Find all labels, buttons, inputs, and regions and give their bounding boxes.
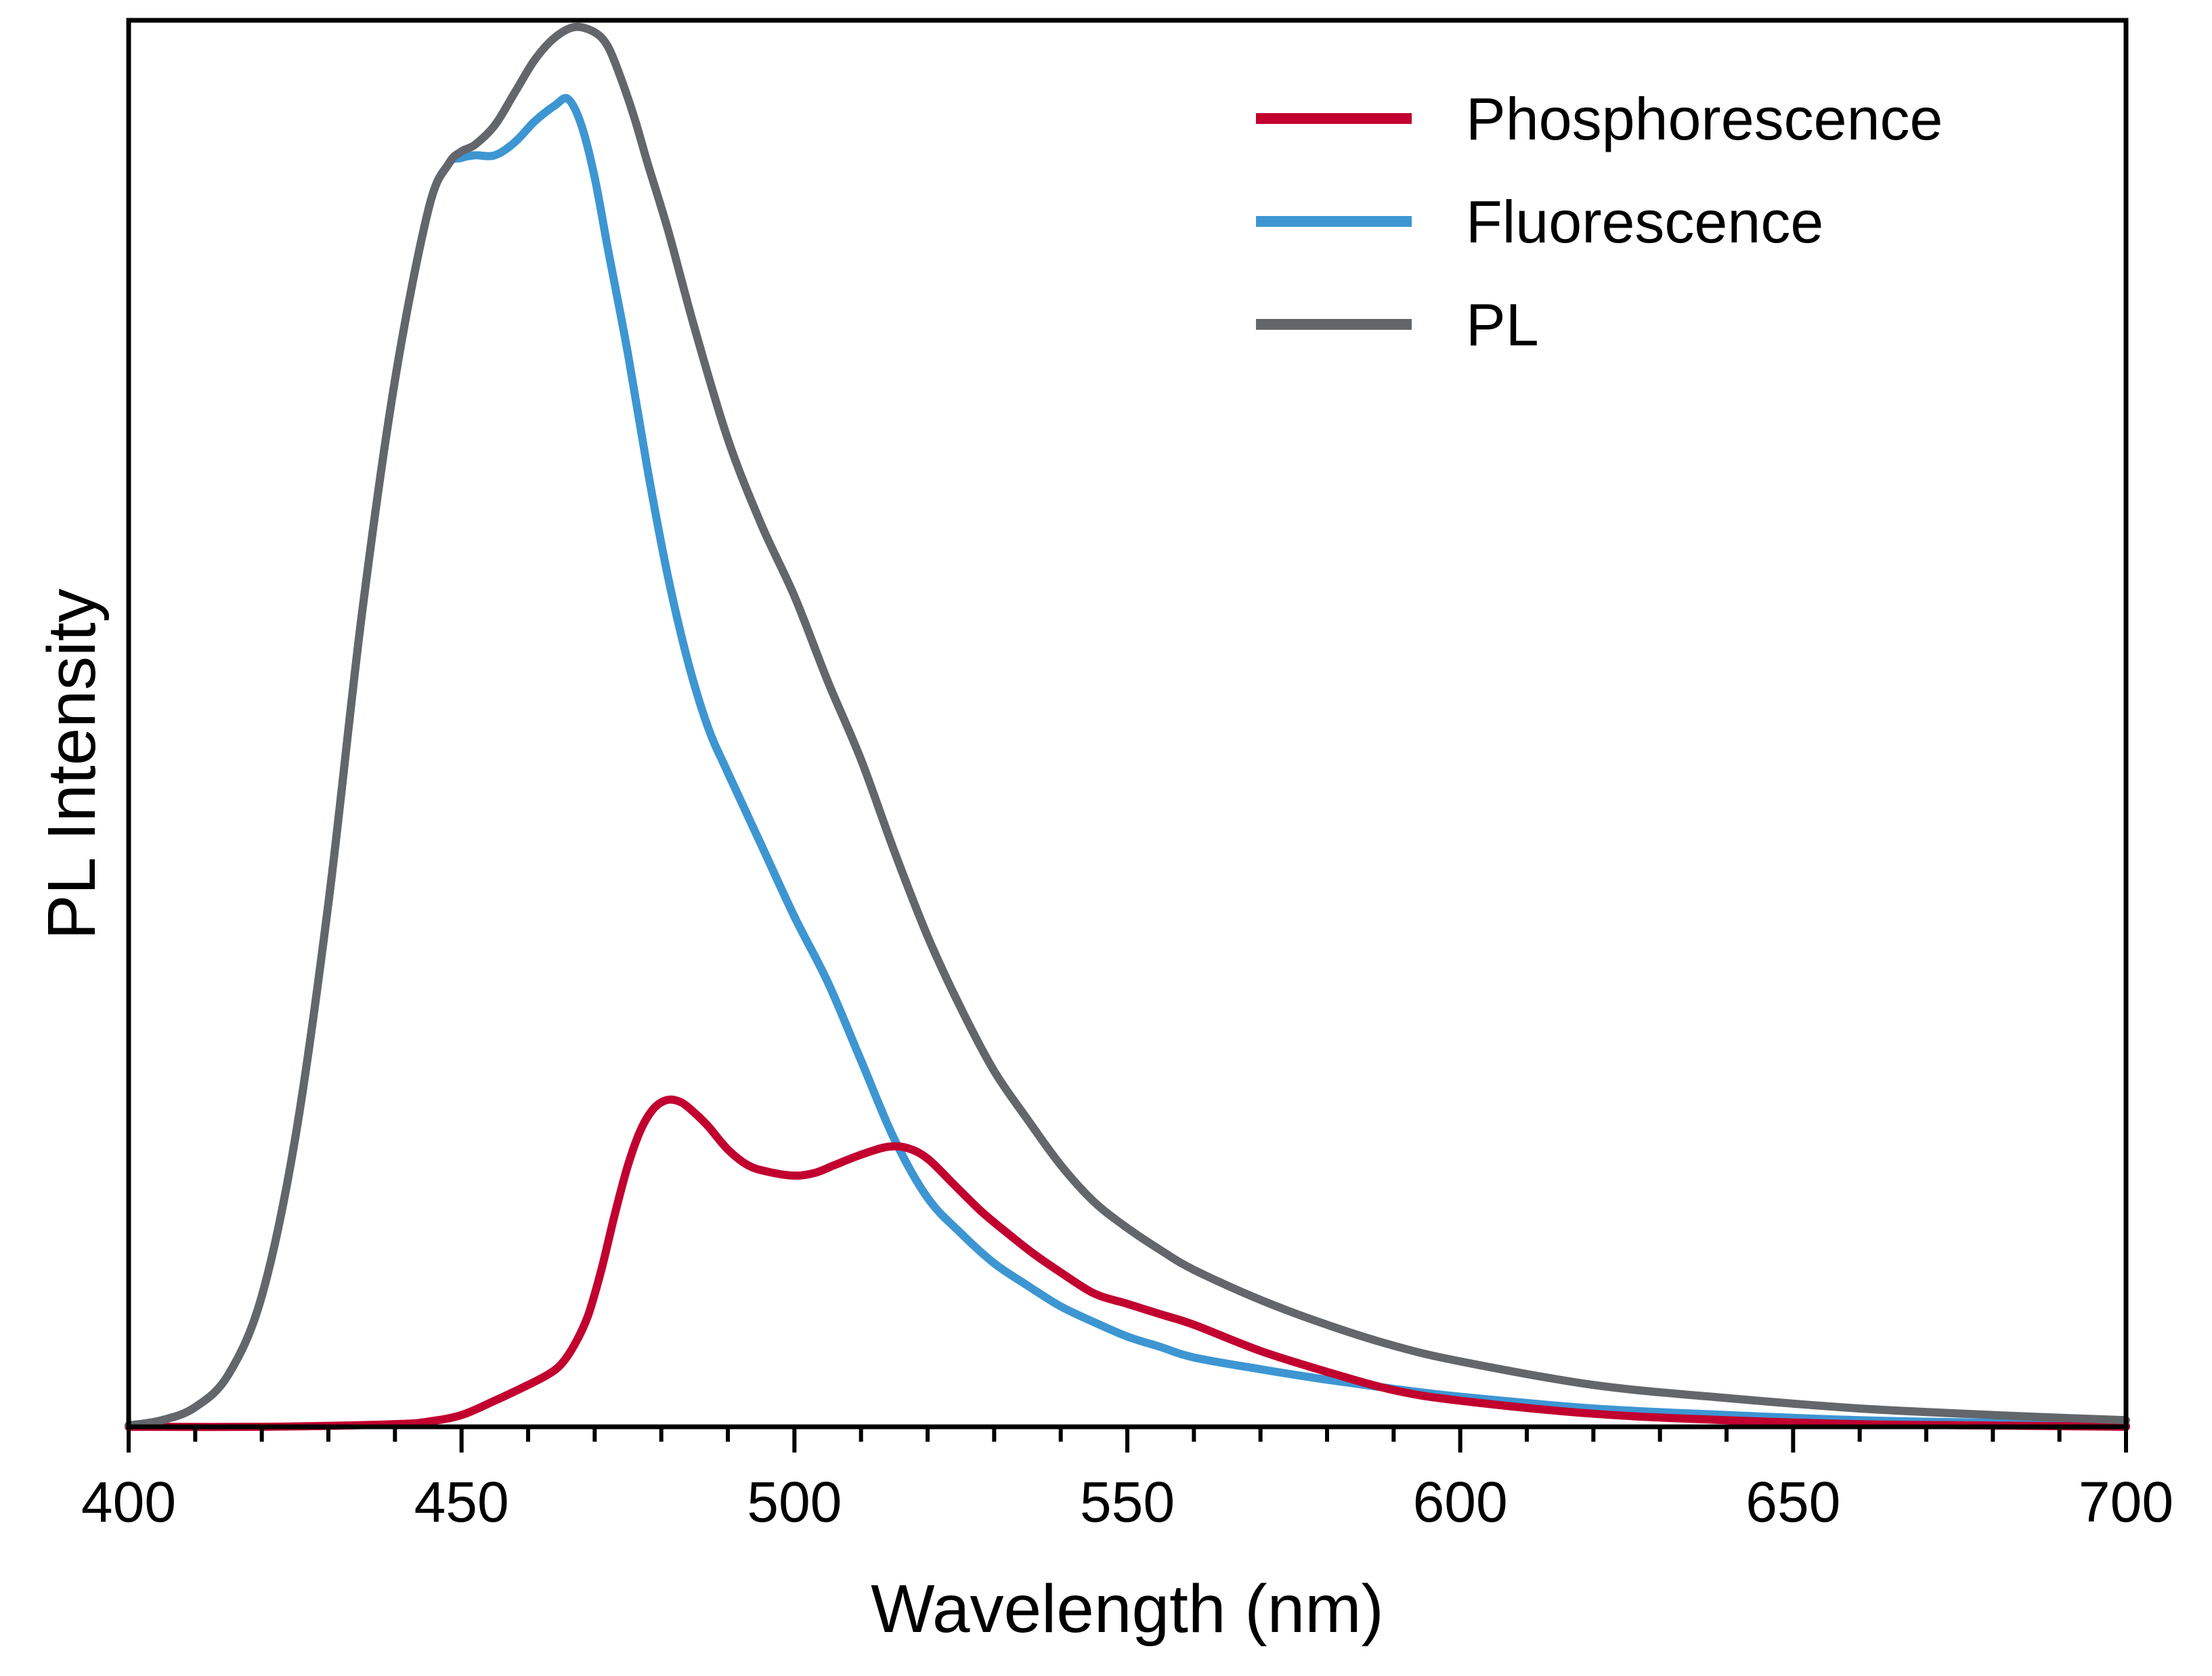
series-line-pl (125, 22, 2130, 1430)
x-axis-title: Wavelength (nm) (871, 1571, 1384, 1647)
legend-label-pl: PL (1466, 291, 1539, 358)
plot-frame (126, 18, 2129, 1430)
x-tick-label: 500 (747, 1470, 842, 1534)
legend-label-phosphorescence: Phosphorescence (1466, 85, 1943, 152)
legend-label-fluorescence: Fluorescence (1466, 188, 1823, 255)
y-axis-title: PL Intensity (34, 588, 110, 940)
legend: Phosphorescence Fluorescence PL (1256, 85, 1943, 358)
x-tick-label: 650 (1745, 1470, 1840, 1534)
x-axis-ticks: 400 450 500 550 600 650 700 (81, 1427, 2173, 1534)
series-line-phosphorescence (125, 1095, 2130, 1432)
x-tick-label: 400 (81, 1470, 176, 1534)
series-lines (125, 22, 2130, 1432)
x-tick-label: 450 (414, 1470, 509, 1534)
x-tick-label: 600 (1413, 1470, 1508, 1534)
x-tick-label: 550 (1080, 1470, 1175, 1534)
x-tick-label: 700 (2079, 1470, 2173, 1534)
